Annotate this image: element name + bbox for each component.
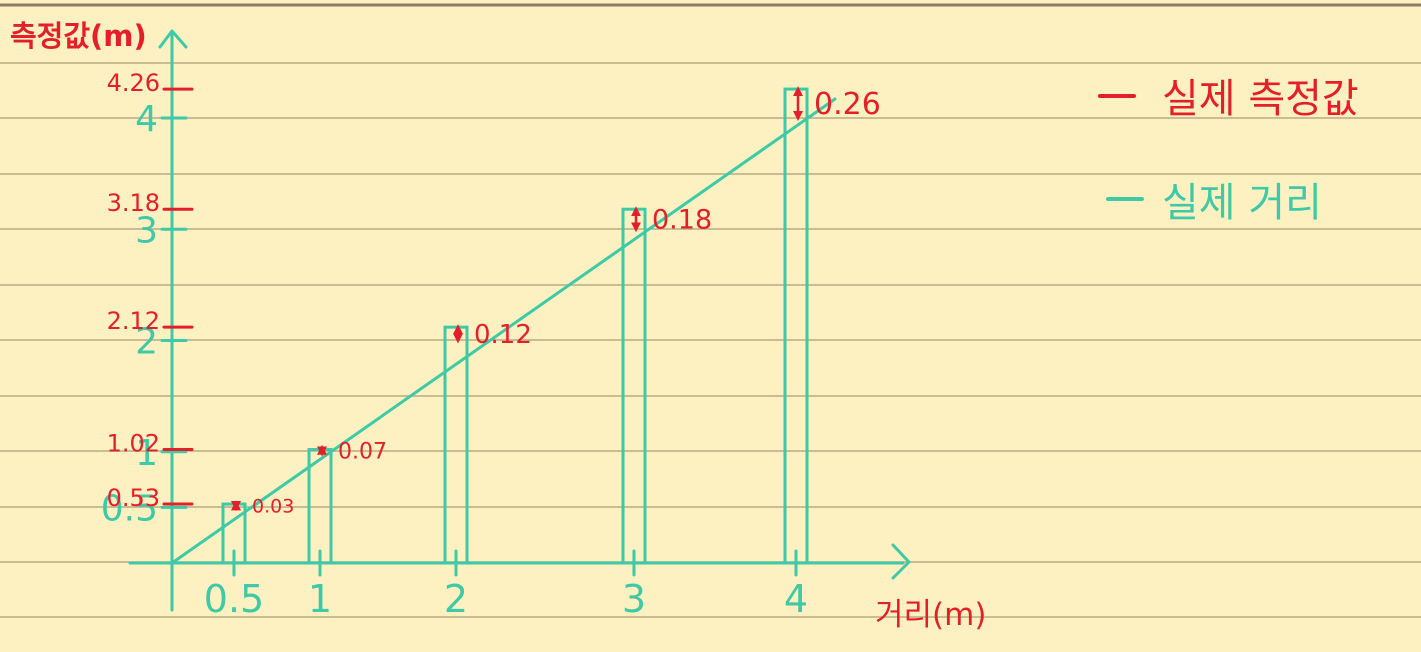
y-tick-label-measured: 2.12	[107, 307, 160, 335]
y-tick-label-actual: 3	[135, 210, 158, 251]
y-tick-label-measured: 0.53	[107, 484, 160, 512]
x-tick-label: 3	[622, 577, 646, 621]
y-tick-label-actual: 4	[135, 99, 158, 140]
x-tick-label: 1	[308, 577, 332, 621]
y-tick-label-actual: 2	[135, 322, 158, 363]
legend-label-actual: 실제 거리	[1162, 180, 1322, 226]
legend: 실제 측정값 실제 거리	[1098, 76, 1359, 226]
difference-label: 0.07	[338, 439, 387, 464]
x-tick-label: 2	[444, 577, 468, 621]
x-tick-label: 4	[784, 577, 808, 621]
y-axis-arrowhead	[158, 29, 188, 49]
y-tick-label-measured: 4.26	[107, 69, 160, 97]
y-tick-label-measured: 1.02	[107, 430, 160, 458]
y-tick-label-actual: 1	[135, 433, 158, 474]
difference-label: 0.18	[652, 205, 712, 236]
x-axis-label: 거리(m)	[875, 597, 986, 633]
trend-line	[170, 97, 837, 565]
y-axis-label: 측정값(m)	[10, 19, 147, 53]
legend-label-measured: 실제 측정값	[1162, 76, 1359, 122]
x-axis-arrowhead	[891, 543, 911, 580]
difference-label: 0.26	[814, 87, 881, 122]
y-tick-label-measured: 3.18	[107, 189, 160, 217]
x-tick-label: 0.5	[204, 577, 264, 621]
y-tick-label-actual: 0.5	[101, 488, 158, 529]
difference-label: 0.03	[252, 495, 294, 517]
difference-label: 0.12	[474, 320, 532, 350]
